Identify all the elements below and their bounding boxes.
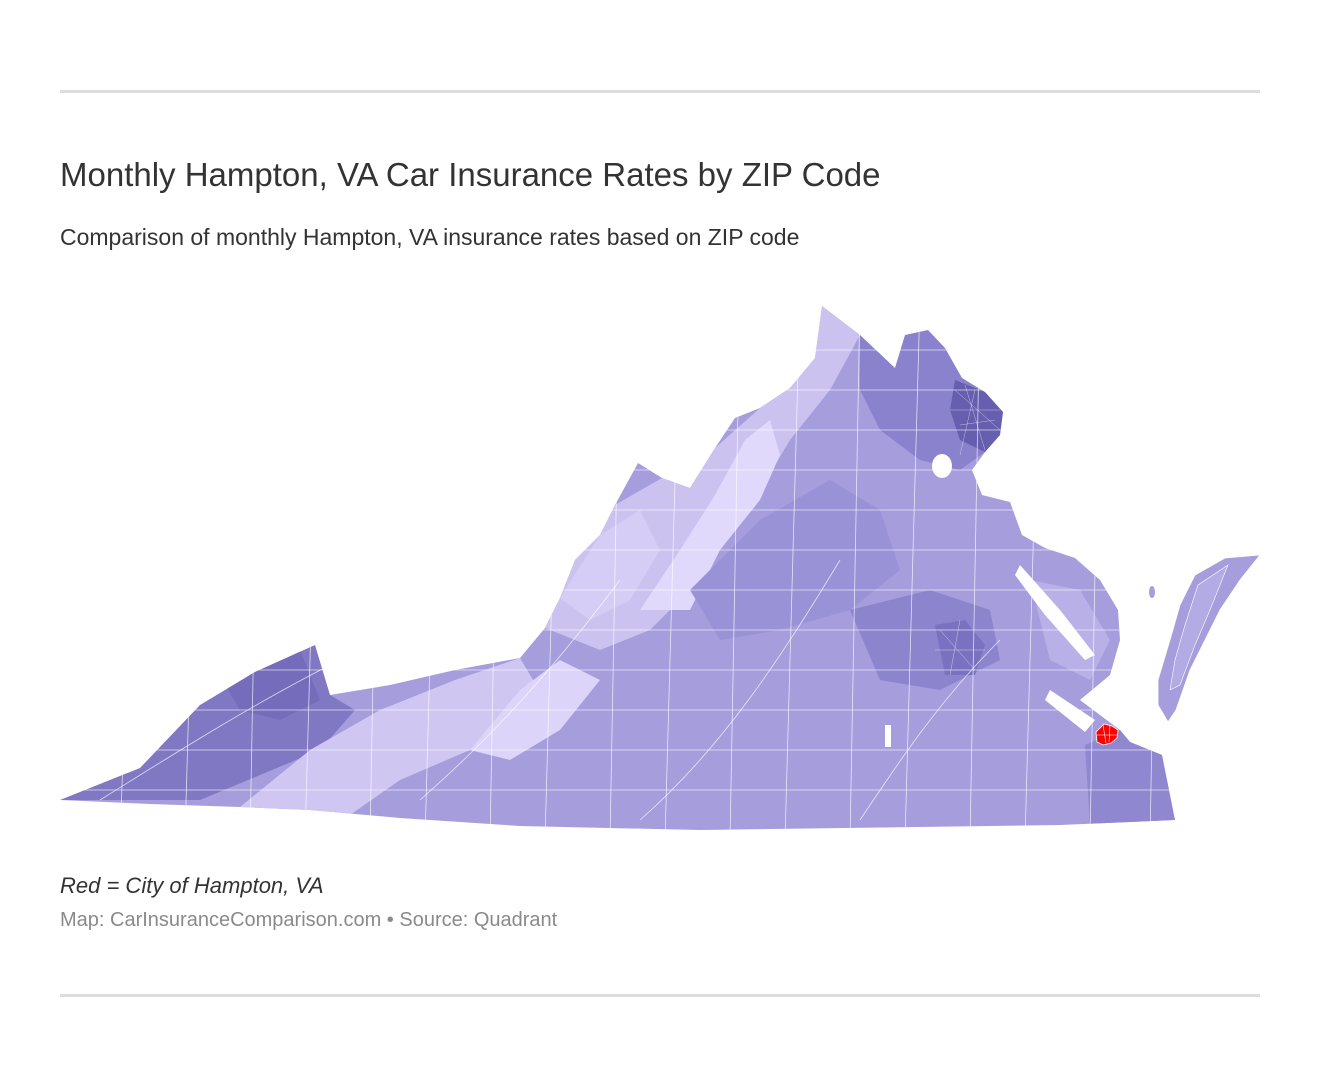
hampton-highlight [1095,723,1119,746]
virginia-map [0,280,1320,850]
chart-title: Monthly Hampton, VA Car Insurance Rates … [60,156,881,193]
map-legend-note: Red = City of Hampton, VA [60,873,324,898]
bottom-divider [60,994,1260,997]
chart-subtitle: Comparison of monthly Hampton, VA insura… [60,224,800,250]
water-bodies [885,450,1095,747]
map-source: Map: CarInsuranceComparison.com • Source… [60,909,558,931]
top-divider [60,90,1260,93]
eastern-shore [1157,554,1261,723]
